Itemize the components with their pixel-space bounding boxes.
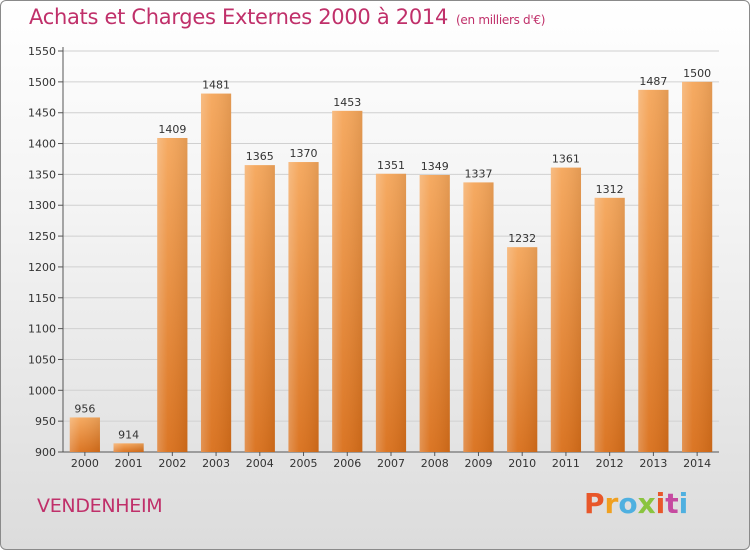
x-tick-label-2003: 2003 xyxy=(202,457,230,470)
logo-letter: r xyxy=(604,487,619,520)
proxiti-logo: Proxiti xyxy=(584,487,688,520)
chart-title-text: Achats et Charges Externes 2000 à 2014 xyxy=(29,5,449,29)
x-tick-label-2005: 2005 xyxy=(290,457,318,470)
logo-letter: i xyxy=(678,487,689,520)
bar-shine-2007 xyxy=(375,173,407,452)
bar-shine-2000 xyxy=(69,417,100,452)
y-tick-label: 900 xyxy=(35,446,56,459)
x-tick-label-2011: 2011 xyxy=(552,457,580,470)
commune-name: VENDENHEIM xyxy=(37,495,163,517)
y-tick-label: 1250 xyxy=(28,230,56,243)
y-tick-label: 950 xyxy=(35,415,56,428)
chart-title: Achats et Charges Externes 2000 à 2014 (e… xyxy=(29,5,545,29)
logo-letter: t xyxy=(665,487,679,520)
bar-shine-2003 xyxy=(200,93,232,453)
logo-letter: o xyxy=(618,487,638,520)
data-label-2004: 1365 xyxy=(246,150,274,163)
y-tick-label: 1200 xyxy=(28,261,56,274)
data-label-2013: 1487 xyxy=(639,75,667,88)
y-tick-label: 1500 xyxy=(28,76,56,89)
x-tick-label-2013: 2013 xyxy=(639,457,667,470)
logo-letter: i xyxy=(655,487,666,520)
axes: 900 950 1000 1050 1100 1150 1200 1250 1300 1350 14… xyxy=(28,45,719,470)
y-tick-label: 1150 xyxy=(28,292,56,305)
bar-shine-2013 xyxy=(638,89,669,453)
bar-shine-2001 xyxy=(113,443,144,452)
data-label-2007: 1351 xyxy=(377,159,405,172)
y-tick-label: 1550 xyxy=(28,45,56,58)
y-tick-label: 1000 xyxy=(28,384,56,397)
x-tick-label-2002: 2002 xyxy=(158,457,186,470)
data-label-2002: 1409 xyxy=(158,123,186,136)
x-tick-label-2010: 2010 xyxy=(508,457,536,470)
data-label-2008: 1349 xyxy=(421,160,449,173)
logo-letter: x xyxy=(637,487,656,520)
bar-shine-2009 xyxy=(463,182,494,453)
x-tick-label-2014: 2014 xyxy=(683,457,711,470)
data-label-2006: 1453 xyxy=(333,96,361,109)
bar-shine-2012 xyxy=(594,197,625,452)
bar-shine-2010 xyxy=(507,247,538,452)
x-tick-label-2008: 2008 xyxy=(421,457,449,470)
data-label-2009: 1337 xyxy=(464,167,492,180)
data-label-2005: 1370 xyxy=(290,147,318,160)
y-tick-label: 1100 xyxy=(28,323,56,336)
bars xyxy=(69,81,713,453)
data-label-2012: 1312 xyxy=(596,183,624,196)
logo-letter: P xyxy=(584,487,605,520)
bar-shine-2014 xyxy=(682,81,713,452)
bar-shine-2008 xyxy=(419,175,450,453)
x-tick-label-2012: 2012 xyxy=(596,457,624,470)
data-label-2014: 1500 xyxy=(683,67,711,80)
x-tick-label-2001: 2001 xyxy=(115,457,143,470)
bar-shine-2002 xyxy=(157,137,188,453)
data-label-2001: 914 xyxy=(118,428,139,441)
bar-shine-2005 xyxy=(288,162,319,453)
bar-shine-2006 xyxy=(332,110,363,452)
x-tick-label-2000: 2000 xyxy=(71,457,99,470)
data-label-2010: 1232 xyxy=(508,232,536,245)
data-labels: 956 914 1409 1481 1365 1370 1453 1351 1349 1337 12… xyxy=(74,67,711,442)
x-tick-label-2009: 2009 xyxy=(464,457,492,470)
chart-subtitle: (en milliers d'€) xyxy=(456,13,546,27)
y-tick-label: 1450 xyxy=(28,107,56,120)
bar-shine-2011 xyxy=(550,167,582,453)
x-tick-label-2007: 2007 xyxy=(377,457,405,470)
data-label-2000: 956 xyxy=(74,402,95,415)
x-tick-label-2004: 2004 xyxy=(246,457,274,470)
y-tick-label: 1050 xyxy=(28,353,56,366)
bar-shine-2004 xyxy=(244,165,275,452)
data-label-2003: 1481 xyxy=(202,79,230,92)
x-tick-label-2006: 2006 xyxy=(333,457,361,470)
y-tick-label: 1300 xyxy=(28,199,56,212)
y-tick-label: 1350 xyxy=(28,168,56,181)
y-tick-label: 1400 xyxy=(28,138,56,151)
data-label-2011: 1361 xyxy=(552,153,580,166)
